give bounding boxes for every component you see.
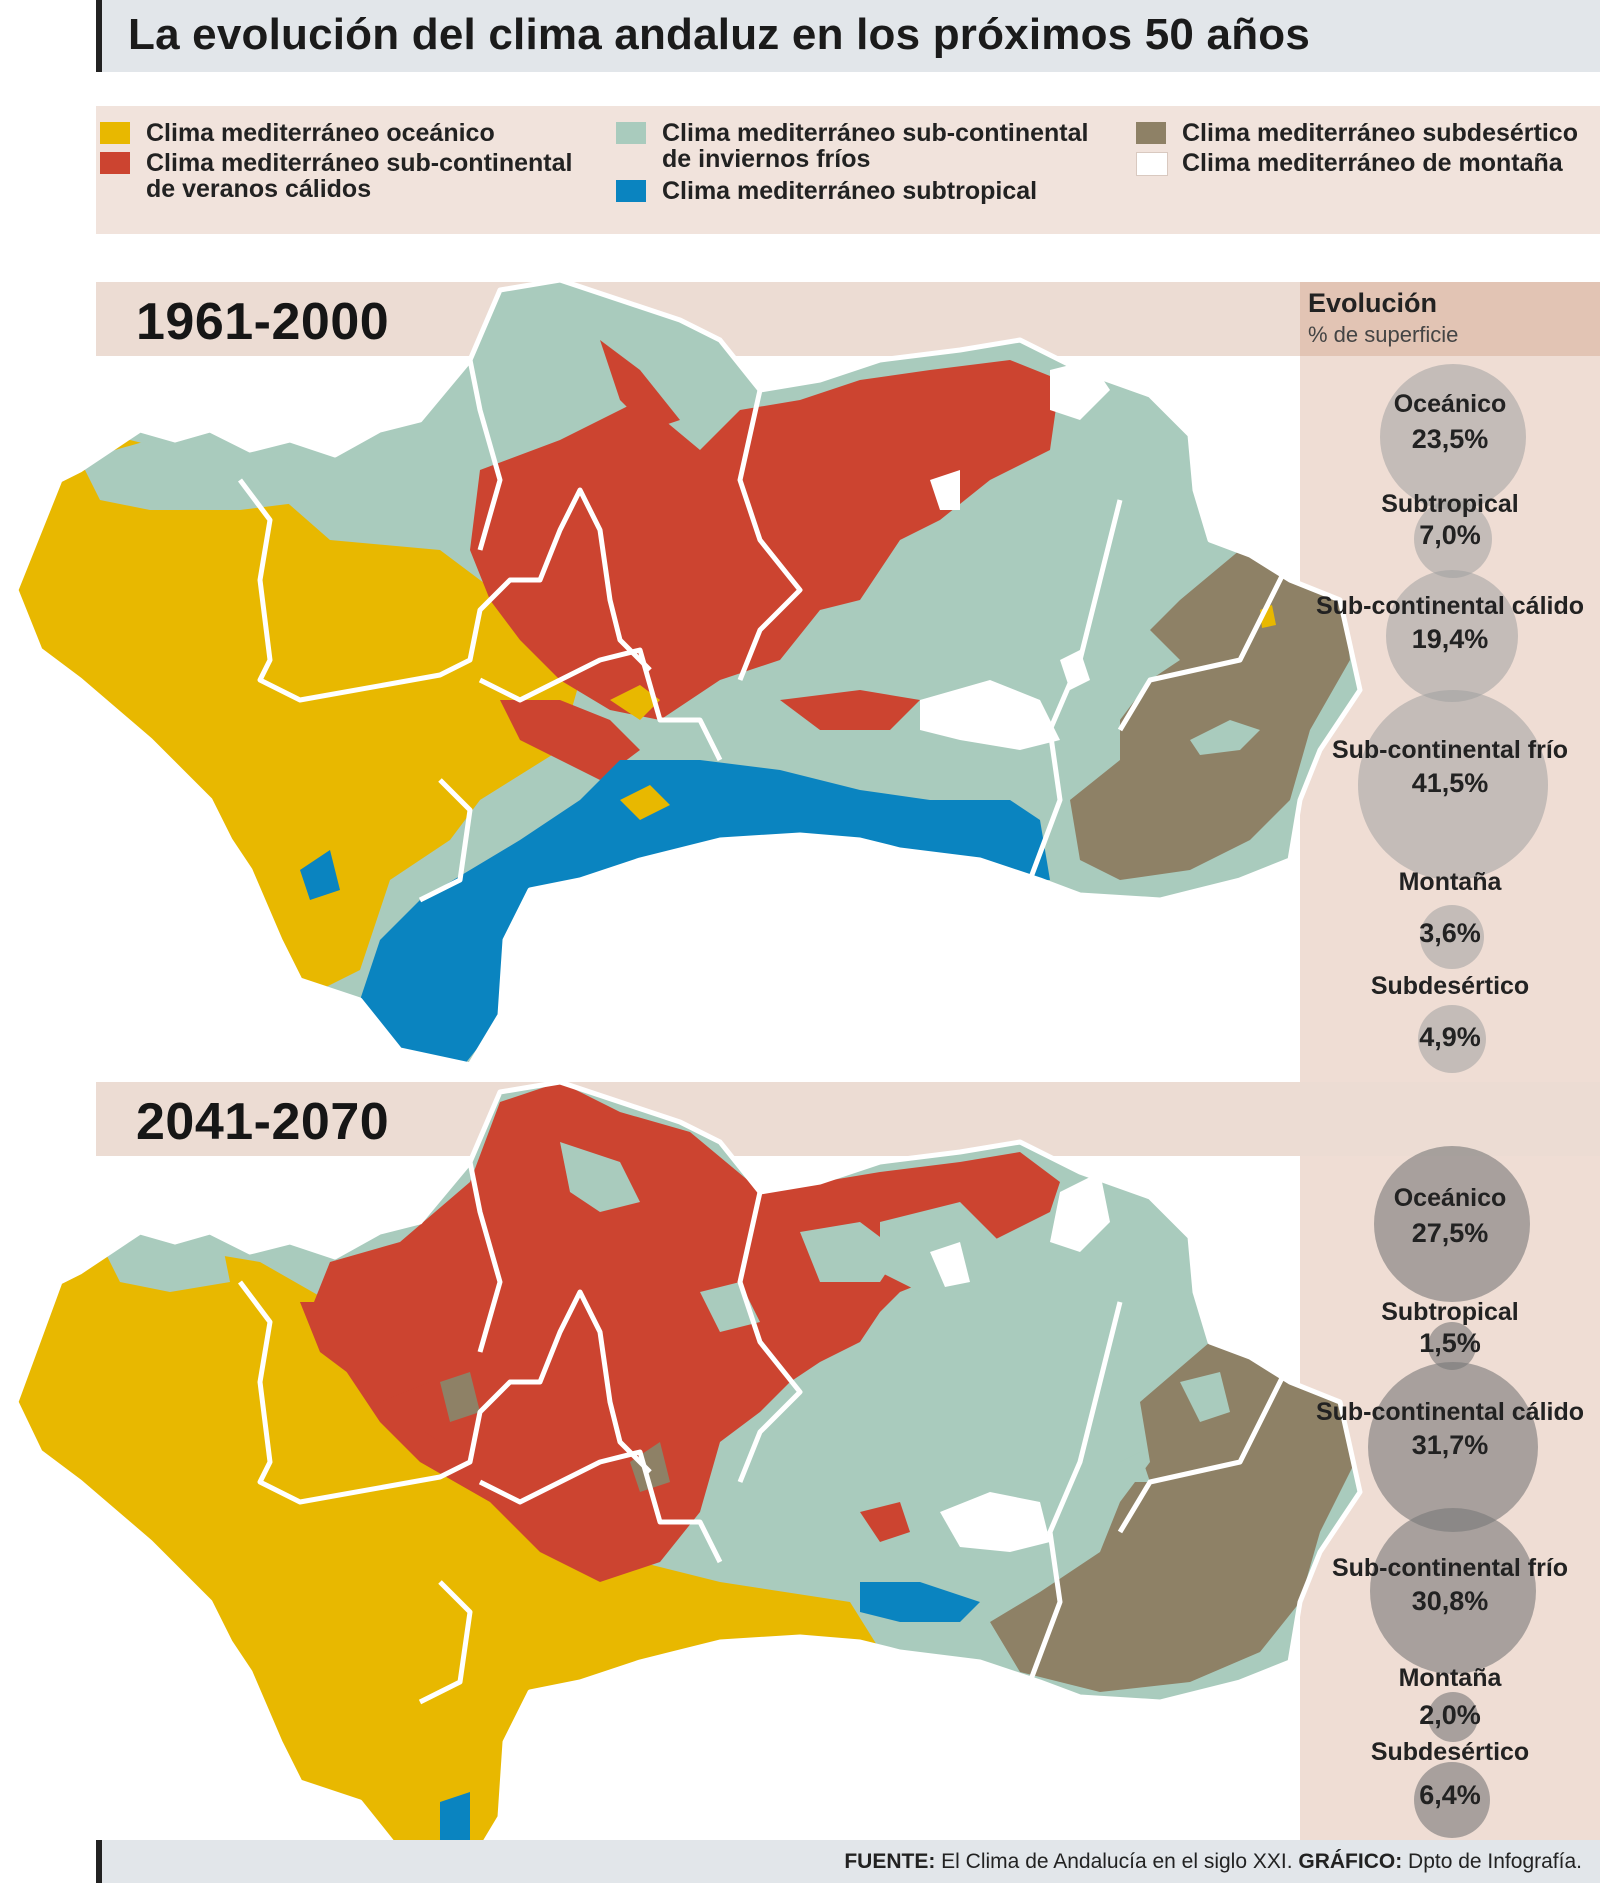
bubble-p1-subcontinental-calido — [1386, 570, 1518, 702]
legend-label-montana: Clima mediterráneo de montaña — [1182, 149, 1563, 177]
bubble-p1-oceanico — [1380, 364, 1526, 510]
bubble-p1-subcontinental-frio — [1358, 690, 1548, 880]
period-label-1: 1961-2000 — [136, 293, 390, 351]
bubble-p1-subdesertico-label: Subdesértico — [1370, 972, 1530, 1000]
legend-swatch-subcontinental-frio — [616, 122, 646, 144]
bubble-p2-oceanico-label: Oceánico — [1393, 1184, 1507, 1212]
bubble-p2-oceanico — [1374, 1146, 1530, 1302]
map-1961-2000 — [13, 280, 1363, 1068]
bubble-p1-oceanico-value: 23,5% — [1411, 424, 1489, 454]
bubble-p1-subdesertico — [1418, 1005, 1486, 1073]
bubble-p2-subdesertico-value: 6,4% — [1419, 1780, 1481, 1810]
bubble-p1-oceanico-label: Oceánico — [1393, 390, 1507, 418]
bubble-p1-subdesertico-value: 4,9% — [1419, 1022, 1481, 1052]
bubble-p1-montana — [1420, 905, 1484, 969]
bubble-p1-subtropical-label: Subtropical — [1381, 490, 1519, 518]
footer-source-label: FUENTE: — [844, 1850, 936, 1873]
footer-graphic-text: Dpto de Infografía. — [1402, 1850, 1582, 1873]
bubble-p1-montana-label: Montaña — [1398, 868, 1502, 896]
bubble-p2-subtropical-label: Subtropical — [1381, 1298, 1519, 1326]
map-2041-2070 — [13, 1082, 1363, 1870]
evolution-header — [1300, 282, 1600, 356]
evolution-title: Evolución — [1308, 288, 1438, 318]
period-band-2: 2041-2070 — [96, 1082, 1600, 1156]
bubble-p1-subcontinental-calido-label: Sub-continental cálido — [1315, 592, 1585, 620]
legend-label-subcontinental-calido: Clima mediterráneo sub-continental — [146, 149, 573, 177]
legend-label-subcontinental-frio: Clima mediterráneo sub-continental — [662, 119, 1089, 147]
legend-swatch-subtropical — [616, 180, 646, 202]
bubble-p2-montana — [1428, 1692, 1478, 1742]
page-title: La evolución del clima andaluz en los pr… — [128, 10, 1311, 59]
legend-label-subdesertico: Clima mediterráneo subdesértico — [1182, 119, 1578, 147]
legend-swatch-subdesertico — [1136, 122, 1166, 144]
period-label-2: 2041-2070 — [136, 1093, 390, 1151]
bubble-p2-subtropical-value: 1,5% — [1419, 1328, 1481, 1358]
bubble-p1-subcontinental-calido-value: 19,4% — [1411, 624, 1489, 654]
bubble-p2-subcontinental-calido — [1368, 1362, 1538, 1532]
footer-source-text: El Clima de Andalucía en el siglo XXI. — [935, 1850, 1299, 1873]
bubble-p2-subcontinental-frio-value: 30,8% — [1411, 1586, 1489, 1616]
legend-swatch-montana — [1136, 152, 1168, 176]
legend-swatch-oceanico — [100, 122, 130, 144]
bubble-p2-subdesertico — [1414, 1762, 1490, 1838]
title-bar: La evolución del clima andaluz en los pr… — [96, 0, 1600, 72]
legend-label-oceanico: Clima mediterráneo oceánico — [146, 119, 495, 147]
evolution-subtitle: % de superficie — [1308, 322, 1459, 347]
legend-label-subtropical: Clima mediterráneo subtropical — [662, 177, 1038, 205]
bubble-p1-subtropical — [1414, 500, 1492, 578]
bubble-p2-montana-value: 2,0% — [1419, 1700, 1481, 1730]
legend-label2-subcontinental-frio: de inviernos fríos — [662, 145, 871, 173]
bubble-p2-subdesertico-label: Subdesértico — [1370, 1738, 1530, 1766]
footer-credits: FUENTE: El Clima de Andalucía en el sigl… — [844, 1850, 1582, 1874]
bubble-p1-subtropical-value: 7,0% — [1419, 520, 1481, 550]
bubble-p2-subcontinental-frio — [1370, 1508, 1536, 1674]
bubble-p2-subcontinental-calido-value: 31,7% — [1411, 1430, 1489, 1460]
footer: FUENTE: El Clima de Andalucía en el sigl… — [96, 1840, 1600, 1883]
bubble-p1-subcontinental-frio-label: Sub-continental frío — [1331, 736, 1569, 764]
bubble-p2-subcontinental-calido-label: Sub-continental cálido — [1315, 1398, 1585, 1426]
bubble-p2-oceanico-value: 27,5% — [1411, 1218, 1489, 1248]
footer-graphic-label: GRÁFICO: — [1298, 1850, 1403, 1873]
bubble-p2-subcontinental-frio-label: Sub-continental frío — [1331, 1554, 1569, 1582]
legend: Clima mediterráneo oceánico Clima medite… — [96, 106, 1600, 234]
legend-label2-subcontinental-calido: de veranos cálidos — [146, 175, 372, 203]
bubble-p1-subcontinental-frio-value: 41,5% — [1411, 768, 1489, 798]
bubble-p2-montana-label: Montaña — [1398, 1664, 1502, 1692]
legend-swatch-subcontinental-calido — [100, 152, 130, 174]
bubble-p1-montana-value: 3,6% — [1419, 918, 1481, 948]
